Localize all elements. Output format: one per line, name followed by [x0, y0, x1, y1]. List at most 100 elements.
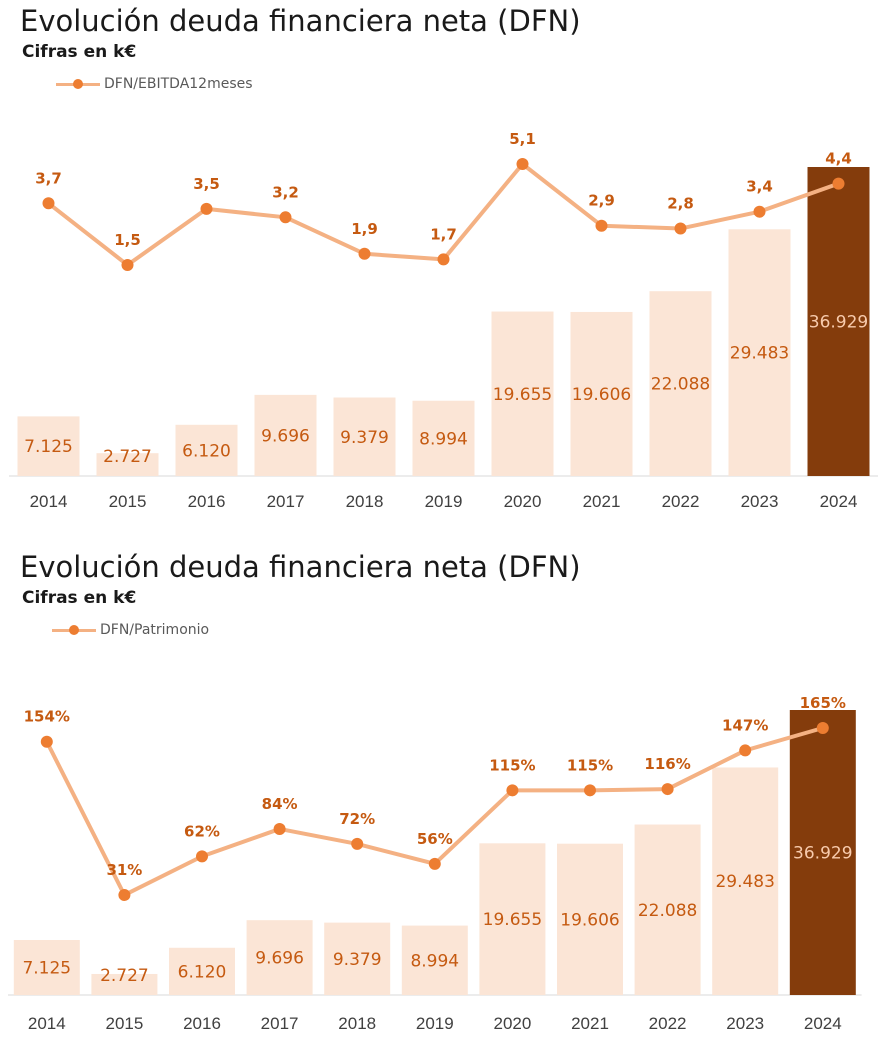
line-value-label: 84% [262, 795, 298, 813]
line-point [428, 857, 441, 870]
bar [807, 167, 870, 476]
line-value-label: 2,8 [667, 195, 694, 213]
line-value-label: 3,4 [746, 178, 773, 196]
line-value-label: 1,5 [114, 231, 141, 249]
bar-value-label: 36.929 [793, 844, 852, 864]
bar-value-label: 19.655 [493, 385, 552, 405]
line-point [42, 197, 55, 210]
x-tick-label: 2014 [30, 492, 68, 511]
series-line [45, 726, 824, 897]
line-point [674, 222, 687, 235]
bar [13, 940, 80, 995]
bar-value-label: 8.994 [419, 429, 468, 449]
line-point [816, 722, 829, 734]
line-value-label: 154% [24, 708, 70, 726]
x-tick-label: 2017 [261, 1014, 299, 1033]
chart-title: Evolución deuda financiera neta (DFN) [20, 550, 581, 584]
line-value-label: 4,4 [825, 150, 852, 168]
bar-value-label: 6.120 [182, 441, 231, 461]
line-point [121, 259, 134, 271]
bar [401, 925, 468, 995]
bar-value-label: 19.606 [572, 385, 631, 405]
line-value-label: 3,5 [193, 175, 220, 193]
line-value-label: 56% [417, 830, 453, 848]
bar [789, 710, 856, 995]
combo-chart-patrimonio: 7.125 2.727 6.120 9.696 9.379 8.994 19.655 19.6… [8, 694, 862, 1033]
line-point [273, 822, 286, 835]
line-value-label: 3,2 [272, 183, 299, 201]
line-point [506, 784, 519, 797]
line-marker-icon [56, 78, 100, 90]
line-value-label: 31% [106, 861, 142, 879]
bar-value-label: 7.125 [22, 959, 71, 979]
line-point [118, 889, 131, 901]
bar [246, 920, 313, 995]
chart-title: Evolución deuda financiera neta (DFN) [20, 4, 581, 38]
bar [96, 453, 159, 476]
line-value-label: 3,7 [35, 169, 62, 187]
legend-label: DFN/Patrimonio [100, 622, 210, 638]
x-tick-label: 2021 [583, 492, 621, 511]
bar-value-label: 9.696 [255, 949, 304, 969]
bar [254, 394, 317, 476]
x-tick-label: 2016 [183, 1014, 221, 1033]
bar-value-label: 19.655 [483, 910, 542, 930]
line-value-label: 115% [567, 756, 613, 774]
line-point [358, 247, 371, 260]
bar-value-label: 6.120 [178, 962, 227, 982]
line-point [351, 837, 364, 850]
x-tick-label: 2019 [416, 1014, 454, 1033]
x-tick-label: 2015 [109, 492, 147, 511]
bar [557, 843, 623, 995]
bar [570, 311, 633, 476]
x-tick-label: 2020 [493, 1014, 531, 1033]
x-tick-label: 2020 [504, 492, 542, 511]
x-tick-label: 2022 [649, 1014, 687, 1033]
bar [169, 947, 235, 995]
line-value-label: 1,9 [351, 220, 378, 238]
x-tick-label: 2018 [346, 492, 384, 511]
line-point [40, 735, 53, 748]
bar [175, 424, 238, 476]
x-tick-label: 2024 [804, 1014, 842, 1033]
bar-value-label: 9.696 [261, 426, 310, 446]
bar [324, 922, 391, 995]
x-tick-label: 2023 [741, 492, 779, 511]
x-tick-label: 2021 [571, 1014, 609, 1033]
chart-panel-ebitda: Evolución deuda financiera neta (DFN) Ci… [9, 4, 878, 511]
bar-value-label: 29.483 [730, 344, 789, 364]
combo-chart-ebitda: 7.125 2.727 6.120 9.696 9.379 8.994 19.655 19.6… [9, 130, 878, 511]
chart-legend: DFN/Patrimonio [52, 622, 209, 638]
chart-subtitle: Cifras en k€ [22, 42, 137, 62]
bar-value-label: 36.929 [809, 313, 868, 333]
bar-value-label: 9.379 [340, 428, 389, 448]
bar-value-label: 19.606 [560, 910, 619, 930]
line-point [753, 205, 766, 218]
line-point [595, 219, 608, 232]
line-marker-icon [52, 624, 96, 636]
line-value-label: 116% [644, 755, 690, 773]
x-tick-label: 2019 [425, 492, 463, 511]
bar [333, 397, 396, 476]
x-tick-label: 2023 [726, 1014, 764, 1033]
bar [728, 229, 791, 476]
x-tick-label: 2018 [338, 1014, 376, 1033]
bar-value-label: 7.125 [24, 437, 73, 457]
bar [91, 973, 158, 995]
line-value-label: 115% [489, 756, 535, 774]
legend-label: DFN/EBITDA12meses [104, 76, 253, 92]
chart-panel-patrimonio: Evolución deuda financiera neta (DFN) Ci… [0, 548, 886, 1038]
bar [412, 400, 475, 476]
line-point [196, 850, 208, 863]
line-point [279, 211, 292, 224]
line-value-label: 72% [339, 810, 375, 828]
x-tick-label: 2017 [267, 492, 305, 511]
series-line [47, 162, 840, 267]
bar-value-label: 8.994 [410, 951, 459, 971]
line-point [739, 744, 752, 757]
bar [479, 843, 546, 995]
x-tick-label: 2014 [28, 1014, 66, 1033]
bar-value-label: 9.379 [333, 950, 382, 970]
x-tick-label: 2016 [188, 492, 226, 511]
line-value-label: 165% [800, 694, 846, 712]
